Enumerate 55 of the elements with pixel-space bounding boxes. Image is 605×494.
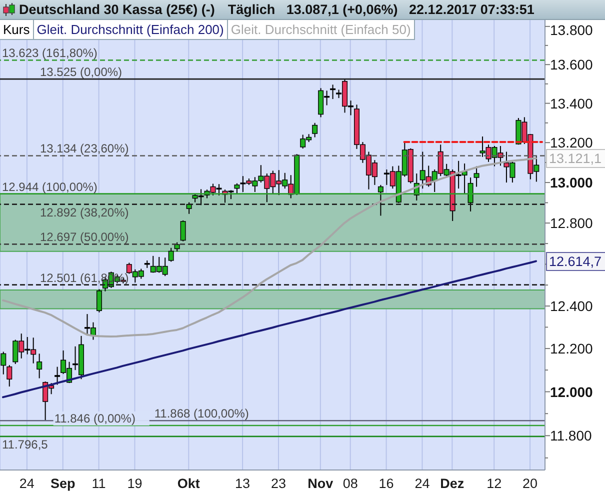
- x-tick-label: Nov: [308, 476, 334, 491]
- candlestick: [6, 364, 12, 388]
- data-label: 12.614,7: [546, 252, 605, 272]
- x-tick-label: 13: [235, 476, 250, 491]
- candlestick: [54, 366, 60, 386]
- x-tick-label: 20: [522, 476, 538, 491]
- x-tick-label: Dez: [440, 476, 464, 491]
- ref-line-label: 13.525 (0,00%): [40, 65, 122, 80]
- y-tick-label: 13.600: [550, 56, 594, 73]
- ref-line-label: 12.697 (50,00%): [40, 230, 129, 244]
- ref-line-label: 11.868 (100,00%): [154, 406, 249, 421]
- x-tick-label: 12: [486, 476, 502, 491]
- candlestick: [180, 220, 186, 242]
- y-tick-label: 12.000: [550, 384, 594, 400]
- candlestick: [474, 166, 480, 188]
- y-tick-label: 13.200: [550, 134, 594, 151]
- data-label: 13.121,1: [546, 149, 605, 168]
- ref-line-label: 11.846 (0,00%): [54, 411, 136, 426]
- y-tick-label: 13.800: [550, 22, 594, 38]
- candlestick: [330, 84, 336, 100]
- x-tick-label: 19: [127, 476, 142, 491]
- y-tick-label: 12.400: [550, 298, 594, 314]
- x-tick-label: 24: [19, 476, 35, 491]
- y-tick-label: 13.400: [550, 95, 594, 112]
- text: Gleit. Durchschnitt (Einfach 200): [32, 20, 227, 39]
- candlestick: [234, 182, 240, 195]
- ref-line-label: 11.796,5: [2, 437, 48, 452]
- x-tick-label: 24: [414, 476, 430, 491]
- candlestick: [378, 184, 384, 216]
- y-tick-label: 11.800: [550, 428, 592, 444]
- candlestick: [168, 247, 174, 262]
- candlestick: [36, 353, 42, 379]
- x-tick-label: Sep: [50, 476, 76, 491]
- y-tick-label: 13.000: [550, 174, 594, 191]
- x-tick-label: 11: [92, 476, 106, 491]
- ref-line-label: 12.944 (100,00%): [2, 180, 98, 194]
- x-tick-label: 23: [270, 476, 286, 491]
- candlestick: [0, 351, 6, 375]
- candlestick: [96, 288, 102, 313]
- ref-line-label: 12.892 (38,20%): [40, 205, 129, 220]
- y-tick-label: 12.800: [550, 215, 594, 232]
- candlestick: [312, 122, 318, 138]
- candlestick: [468, 177, 474, 212]
- x-tick-label: Okt: [177, 476, 200, 491]
- candlestick: [174, 242, 180, 252]
- text: Gleit. Durchschnitt (Einfach 50): [226, 20, 414, 39]
- x-tick-label: 16: [378, 476, 394, 491]
- ref-line-label: 13.623 (161,80%): [2, 46, 98, 60]
- x-tick-label: 08: [342, 476, 358, 491]
- line-series: [2, 157, 538, 338]
- text: Kurs: [2, 21, 31, 39]
- chart-title: Deutschland 30 Kassa (25€) (-): [19, 2, 215, 17]
- chart-subtitle: Täglich 13.087,1 (+0,06%) 22.12.2017 07:33:51: [228, 2, 534, 17]
- y-tick-label: 12.200: [550, 340, 594, 357]
- ref-line-label: 13.134 (23,60%): [40, 142, 129, 156]
